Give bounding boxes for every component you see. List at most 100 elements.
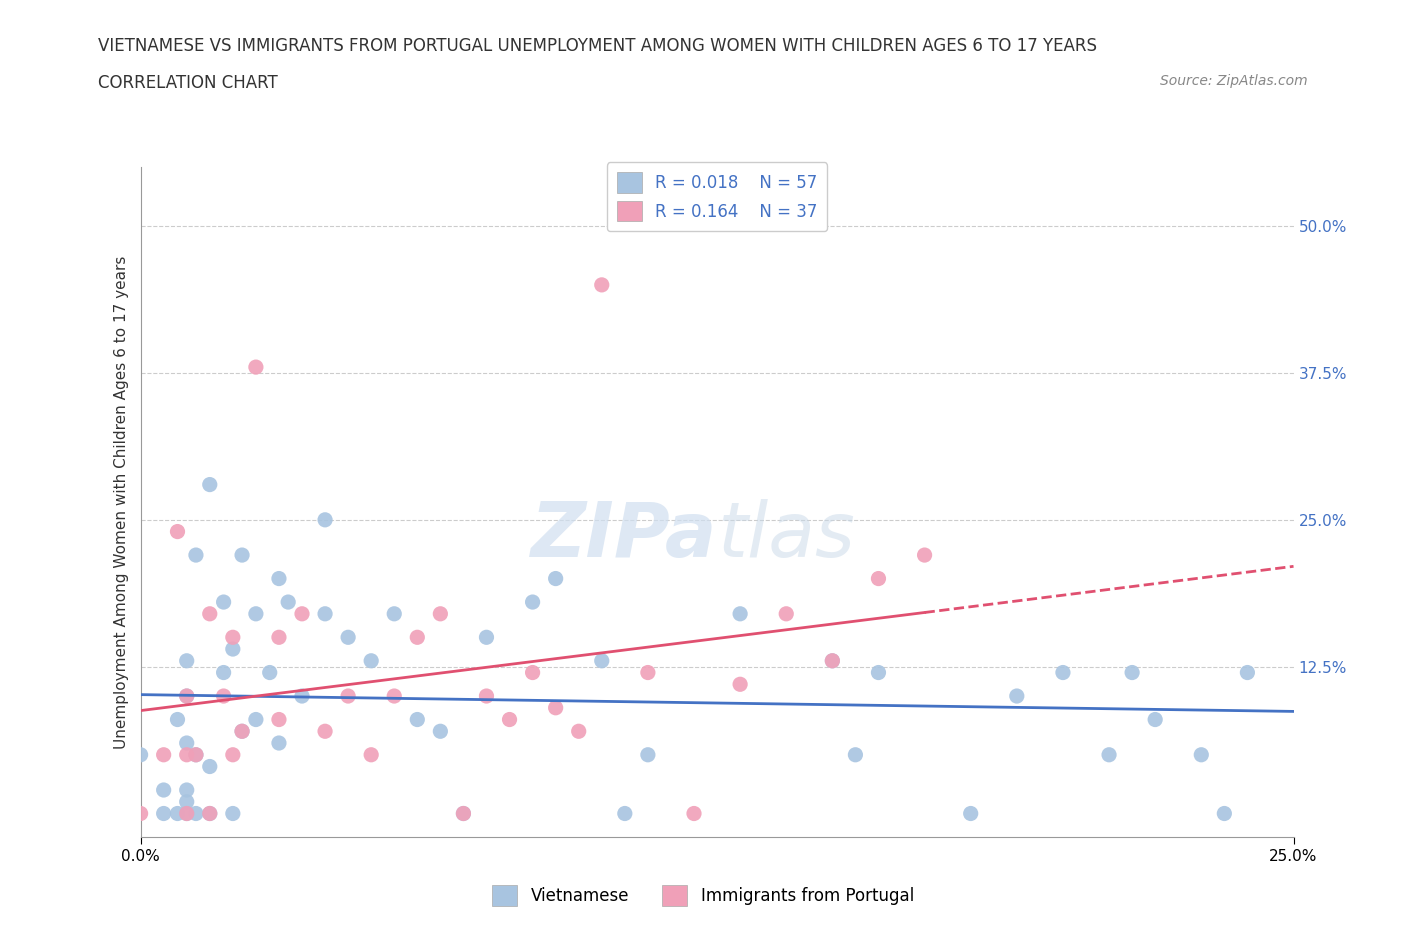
Point [231,724,253,738]
Point [212,665,235,680]
Point [176,806,198,821]
Point [337,688,360,703]
Point [728,677,751,692]
Point [198,806,221,821]
Point [1213,806,1236,821]
Point [176,736,198,751]
Text: tlas: tlas [717,498,855,573]
Text: CORRELATION CHART: CORRELATION CHART [98,74,278,92]
Point [166,525,188,539]
Point [277,594,299,609]
Point [176,688,198,703]
Point [259,665,281,680]
Point [267,712,290,727]
Point [844,748,866,763]
Point [544,571,567,586]
Point [382,688,405,703]
Point [245,606,267,621]
Point [212,594,235,609]
Point [245,712,267,727]
Point [637,748,659,763]
Point [959,806,981,821]
Point [212,688,235,703]
Point [728,606,751,621]
Point [222,806,245,821]
Legend: R = 0.018    N = 57, R = 0.164    N = 37: R = 0.018 N = 57, R = 0.164 N = 37 [607,163,827,232]
Point [231,548,253,563]
Point [522,594,544,609]
Point [429,606,451,621]
Point [429,724,451,738]
Point [314,606,336,621]
Point [267,630,290,644]
Point [245,360,267,375]
Point [184,548,207,563]
Point [1052,665,1074,680]
Point [1098,748,1121,763]
Point [591,654,613,669]
Point [291,688,314,703]
Text: VIETNAMESE VS IMMIGRANTS FROM PORTUGAL UNEMPLOYMENT AMONG WOMEN WITH CHILDREN AG: VIETNAMESE VS IMMIGRANTS FROM PORTUGAL U… [98,37,1098,55]
Point [184,806,207,821]
Point [231,724,253,738]
Point [337,630,360,644]
Point [683,806,706,821]
Point [176,782,198,797]
Text: Source: ZipAtlas.com: Source: ZipAtlas.com [1160,74,1308,88]
Point [222,748,245,763]
Point [568,724,591,738]
Point [176,654,198,669]
Point [868,571,890,586]
Point [775,606,797,621]
Point [166,806,188,821]
Point [821,654,844,669]
Point [1121,665,1143,680]
Point [176,806,198,821]
Point [152,782,174,797]
Point [222,642,245,657]
Point [453,806,475,821]
Point [267,736,290,751]
Point [314,724,336,738]
Point [1144,712,1167,727]
Point [637,665,659,680]
Point [176,688,198,703]
Point [498,712,520,727]
Point [291,606,314,621]
Point [406,630,429,644]
Point [184,748,207,763]
Point [176,794,198,809]
Point [176,748,198,763]
Legend: Vietnamese, Immigrants from Portugal: Vietnamese, Immigrants from Portugal [485,879,921,912]
Point [1236,665,1258,680]
Point [198,606,221,621]
Point [198,477,221,492]
Point [198,806,221,821]
Point [453,806,475,821]
Point [613,806,636,821]
Point [1189,748,1212,763]
Point [544,700,567,715]
Point [868,665,890,680]
Point [475,630,498,644]
Point [406,712,429,727]
Point [522,665,544,680]
Y-axis label: Unemployment Among Women with Children Ages 6 to 17 years: Unemployment Among Women with Children A… [114,256,129,749]
Point [166,712,188,727]
Text: ZIPa: ZIPa [530,498,717,573]
Point [152,806,174,821]
Point [360,748,382,763]
Point [475,688,498,703]
Point [914,548,936,563]
Point [129,748,152,763]
Point [360,654,382,669]
Point [591,277,613,292]
Point [382,606,405,621]
Point [1005,688,1028,703]
Point [222,630,245,644]
Point [152,748,174,763]
Point [821,654,844,669]
Point [314,512,336,527]
Point [267,571,290,586]
Point [184,748,207,763]
